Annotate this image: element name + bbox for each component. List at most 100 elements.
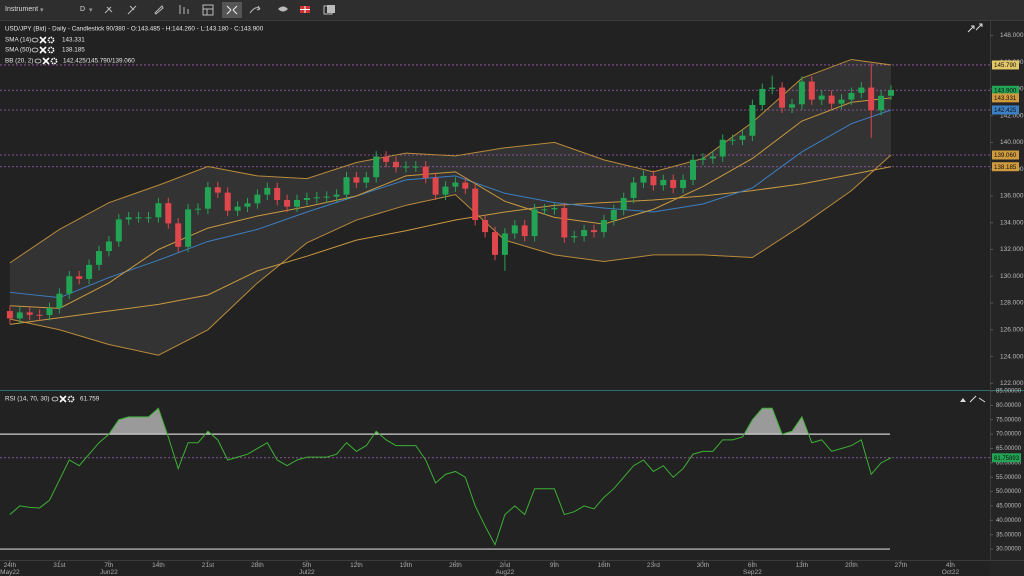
price-label-box bbox=[992, 93, 1019, 103]
rsi-line bbox=[9, 407, 892, 547]
candle-body bbox=[363, 177, 370, 183]
candle-body bbox=[551, 208, 558, 210]
candle-body bbox=[155, 203, 162, 218]
candle-body bbox=[462, 182, 469, 189]
candle-body bbox=[808, 81, 815, 100]
interval-menu[interactable]: D bbox=[80, 6, 86, 13]
cloud-icon[interactable] bbox=[278, 6, 288, 12]
settings-icon bbox=[67, 395, 75, 403]
candle-body bbox=[541, 209, 548, 211]
candle-body bbox=[234, 206, 241, 211]
candle-body bbox=[482, 220, 489, 233]
candle-body bbox=[709, 156, 716, 159]
line-tool[interactable] bbox=[127, 5, 137, 15]
candle-body bbox=[531, 209, 538, 237]
y-tick-label: 126.000 bbox=[1000, 327, 1024, 334]
y-tick-label: 70.00000 bbox=[996, 432, 1022, 438]
sma14-legend: SMA (14) bbox=[5, 37, 31, 44]
y-tick-label: 130.000 bbox=[1000, 273, 1024, 280]
candle-body bbox=[719, 139, 726, 157]
x-tick-label: 14th bbox=[152, 562, 165, 569]
settings-icon bbox=[47, 46, 55, 54]
bb-mid bbox=[9, 109, 892, 299]
x-tick-label: 30th bbox=[696, 562, 710, 569]
x-tick-label: 31st bbox=[53, 562, 66, 569]
y-tick-label: 35.00000 bbox=[996, 532, 1022, 538]
y-tick-label: 55.00000 bbox=[996, 475, 1022, 481]
x-tick-label: 5th Jul22 bbox=[299, 562, 315, 576]
x-tick-label: 6th Sep22 bbox=[742, 562, 762, 576]
expand-icon[interactable] bbox=[967, 23, 983, 33]
y-tick-label: 122.000 bbox=[1000, 380, 1024, 387]
overbought-fill bbox=[9, 408, 891, 435]
price-label-box bbox=[992, 60, 1019, 70]
candle-body bbox=[383, 156, 390, 162]
crosshair-icon bbox=[226, 5, 238, 15]
y-tick-label: 132.000 bbox=[1000, 246, 1024, 253]
candle-body bbox=[690, 159, 696, 180]
candle-body bbox=[402, 166, 409, 168]
candle-body bbox=[135, 217, 142, 219]
y-tick-label: 140.000 bbox=[1000, 139, 1024, 146]
price-label: 142.425 bbox=[994, 107, 1017, 114]
candle-body bbox=[650, 175, 657, 186]
price-label-box bbox=[992, 105, 1019, 115]
indicator-tool[interactable] bbox=[179, 5, 189, 14]
candle-body bbox=[739, 135, 746, 140]
undo-icon[interactable] bbox=[249, 5, 261, 14]
eye-icon bbox=[51, 396, 59, 402]
remove-icon bbox=[39, 46, 47, 54]
candle-body bbox=[6, 311, 13, 319]
pen-tool[interactable] bbox=[154, 5, 164, 15]
y-tick-label: 136.000 bbox=[1000, 193, 1024, 200]
candle-body bbox=[254, 194, 261, 204]
y-tick-label: 128.000 bbox=[1000, 300, 1024, 307]
price-label-box bbox=[992, 85, 1019, 95]
candle-body bbox=[76, 276, 83, 279]
layout-tool[interactable] bbox=[202, 4, 214, 16]
candle-body bbox=[888, 90, 894, 96]
toolbar: Instrument ▾ D ▾ bbox=[0, 0, 1024, 21]
sma50-value: 138.185 bbox=[62, 47, 85, 54]
remove-icon bbox=[42, 57, 50, 65]
x-tick-label: 27th bbox=[894, 562, 908, 569]
instrument-menu[interactable]: Instrument bbox=[5, 6, 39, 13]
candle-body bbox=[789, 104, 795, 108]
candle-body bbox=[412, 166, 419, 168]
candle-body bbox=[36, 314, 43, 316]
resize-icon[interactable] bbox=[969, 395, 986, 403]
candle-body bbox=[561, 208, 568, 238]
move-up-icon[interactable] bbox=[960, 398, 966, 402]
price-label: 143.331 bbox=[994, 95, 1017, 102]
candle-body bbox=[798, 81, 805, 105]
candle-body bbox=[303, 197, 310, 200]
x-tick-label: 19th bbox=[399, 562, 413, 569]
candle-body bbox=[591, 230, 597, 233]
window-icon-front bbox=[327, 5, 335, 13]
remove-icon bbox=[39, 36, 47, 44]
candle-body bbox=[571, 236, 578, 238]
candle-body bbox=[105, 241, 112, 252]
candle-body bbox=[175, 223, 182, 247]
candle-body bbox=[195, 208, 201, 210]
draw-tool[interactable] bbox=[104, 6, 113, 14]
candle-body bbox=[96, 251, 102, 265]
candle-body bbox=[86, 264, 93, 279]
candle-body bbox=[779, 87, 786, 108]
x-tick-label: 21st bbox=[201, 562, 215, 569]
bb-value: 142.425/145.790/139.060 bbox=[63, 58, 135, 65]
candle-body bbox=[244, 203, 251, 207]
y-tick-label: 142.000 bbox=[1000, 112, 1024, 119]
dropdown-caret: ▾ bbox=[40, 7, 44, 14]
candle-body bbox=[125, 217, 132, 220]
settings-icon bbox=[50, 57, 58, 65]
y-tick-label: 75.00000 bbox=[996, 417, 1022, 423]
sma50-legend: SMA (50) bbox=[5, 47, 31, 54]
x-tick-label: 2nd Aug22 bbox=[495, 562, 515, 576]
candle-body bbox=[66, 276, 73, 294]
candle-body bbox=[581, 230, 588, 237]
x-tick-label: 16th bbox=[597, 562, 611, 569]
price-label-box bbox=[992, 162, 1019, 172]
candle-body bbox=[56, 293, 63, 309]
sma14-line bbox=[9, 97, 892, 309]
